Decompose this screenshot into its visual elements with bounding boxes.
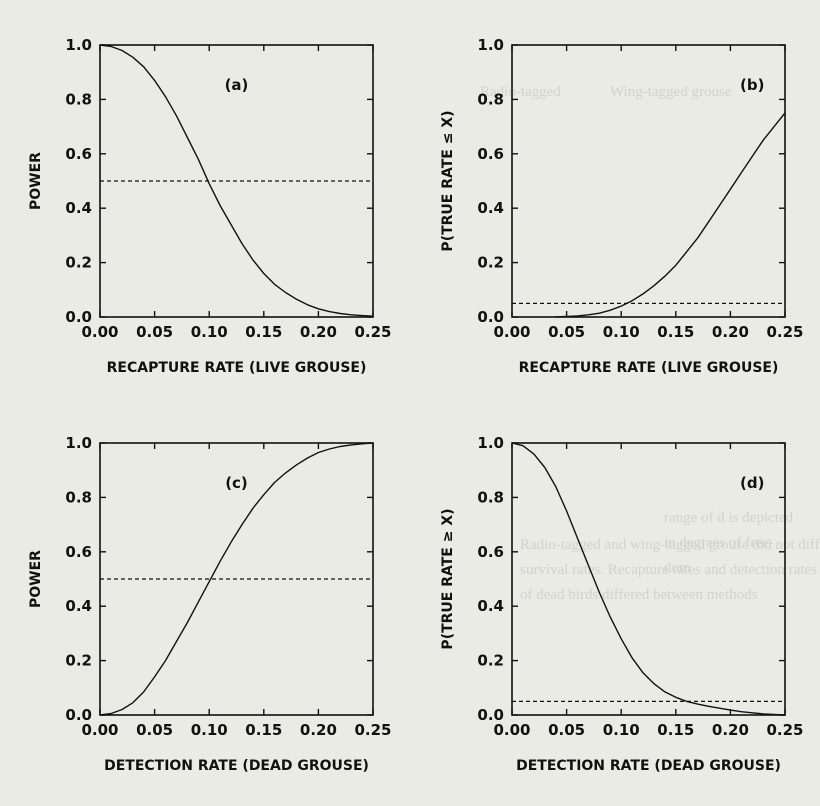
y-tick-label: 0.8 — [477, 90, 504, 108]
x-tick-label: 0.15 — [245, 323, 282, 341]
y-axis-label: POWER — [28, 550, 44, 608]
x-tick-label: 0.05 — [136, 721, 173, 739]
y-tick-label: 0.2 — [477, 254, 504, 272]
x-axis-label: RECAPTURE RATE (LIVE GROUSE) — [107, 360, 367, 376]
panel-tag: (b) — [740, 76, 764, 94]
x-tick-label: 0.00 — [493, 323, 530, 341]
plot-frame — [511, 442, 786, 716]
x-tick-label: 0.20 — [300, 721, 337, 739]
x-tick-label: 0.10 — [191, 721, 228, 739]
y-tick-label: 0.2 — [65, 254, 92, 272]
y-tick-label: 0.6 — [65, 543, 92, 561]
background-text: range of d is depicted — [664, 510, 794, 526]
y-tick-label: 0.6 — [65, 145, 92, 163]
y-tick-label: 0.0 — [65, 308, 92, 326]
x-tick-label: 0.20 — [300, 323, 337, 341]
chart-panel: 0.00 0.05 0.10 0.15 0.20 0.25 0.0 0.2 0.4 0.6 0.8 1… — [440, 36, 804, 376]
x-tick-label: 0.15 — [245, 721, 282, 739]
y-tick-label: 0.4 — [477, 199, 504, 217]
background-text: dom — [664, 560, 691, 576]
y-tick-label: 0.0 — [477, 706, 504, 724]
panel-tag: (d) — [740, 474, 764, 492]
x-tick-label: 0.25 — [766, 323, 803, 341]
background-text: in degrees of free- — [664, 535, 774, 551]
y-tick-label: 0.4 — [477, 597, 504, 615]
x-tick-label: 0.00 — [81, 721, 118, 739]
chart-panel: 0.00 0.05 0.10 0.15 0.20 0.25 0.0 0.2 0.4 0.6 0.8 1… — [28, 434, 392, 774]
plot-frame — [511, 44, 786, 318]
x-tick-label: 0.25 — [354, 323, 391, 341]
y-tick-label: 0.4 — [65, 199, 92, 217]
x-tick-label: 0.25 — [766, 721, 803, 739]
x-tick-label: 0.20 — [712, 323, 749, 341]
y-axis-label: P(TRUE RATE ≤ X) — [440, 110, 456, 251]
background-text: Radio-tagged — [480, 84, 561, 100]
x-tick-label: 0.10 — [603, 721, 640, 739]
data-curve — [99, 442, 374, 716]
y-tick-label: 0.0 — [65, 706, 92, 724]
panel-tag: (c) — [225, 474, 248, 492]
x-tick-label: 0.10 — [603, 323, 640, 341]
y-tick-label: 0.6 — [477, 145, 504, 163]
y-tick-label: 0.8 — [65, 90, 92, 108]
data-curve — [555, 112, 786, 318]
data-curve — [99, 44, 374, 317]
x-tick-label: 0.00 — [81, 323, 118, 341]
y-tick-label: 0.2 — [65, 652, 92, 670]
y-tick-label: 0.4 — [65, 597, 92, 615]
x-axis-label: RECAPTURE RATE (LIVE GROUSE) — [519, 360, 779, 376]
y-tick-label: 0.8 — [477, 488, 504, 506]
y-tick-label: 1.0 — [65, 434, 92, 452]
x-axis-label: DETECTION RATE (DEAD GROUSE) — [104, 758, 369, 774]
y-tick-label: 1.0 — [477, 36, 504, 54]
y-tick-label: 0.6 — [477, 543, 504, 561]
chart-panel: 0.00 0.05 0.10 0.15 0.20 0.25 0.0 0.2 0.4 0.6 0.8 1… — [440, 434, 804, 774]
panel-tag: (a) — [225, 76, 249, 94]
background-text: Radio-tagged and wing-tagged grouse did … — [520, 537, 820, 553]
x-tick-label: 0.15 — [657, 721, 694, 739]
x-tick-label: 0.15 — [657, 323, 694, 341]
background-text: Wing-tagged grouse — [610, 84, 732, 100]
x-tick-label: 0.05 — [548, 721, 585, 739]
y-tick-label: 1.0 — [477, 434, 504, 452]
data-curve — [511, 442, 786, 716]
x-tick-label: 0.00 — [493, 721, 530, 739]
x-tick-label: 0.05 — [548, 323, 585, 341]
x-axis-label: DETECTION RATE (DEAD GROUSE) — [516, 758, 781, 774]
y-axis-label: POWER — [28, 152, 44, 210]
x-tick-label: 0.05 — [136, 323, 173, 341]
x-tick-label: 0.10 — [191, 323, 228, 341]
y-tick-label: 0.2 — [477, 652, 504, 670]
x-tick-label: 0.25 — [354, 721, 391, 739]
y-tick-label: 0.0 — [477, 308, 504, 326]
background-text: of dead birds differed between methods — [520, 587, 758, 603]
y-axis-label: P(TRUE RATE ≥ X) — [440, 508, 456, 649]
y-tick-label: 1.0 — [65, 36, 92, 54]
chart-panel: 0.00 0.05 0.10 0.15 0.20 0.25 0.0 0.2 0.4 0.6 0.8 1… — [28, 36, 392, 376]
y-tick-label: 0.8 — [65, 488, 92, 506]
x-tick-label: 0.20 — [712, 721, 749, 739]
background-text: survival rates. Recapture rates and dete… — [520, 562, 817, 578]
